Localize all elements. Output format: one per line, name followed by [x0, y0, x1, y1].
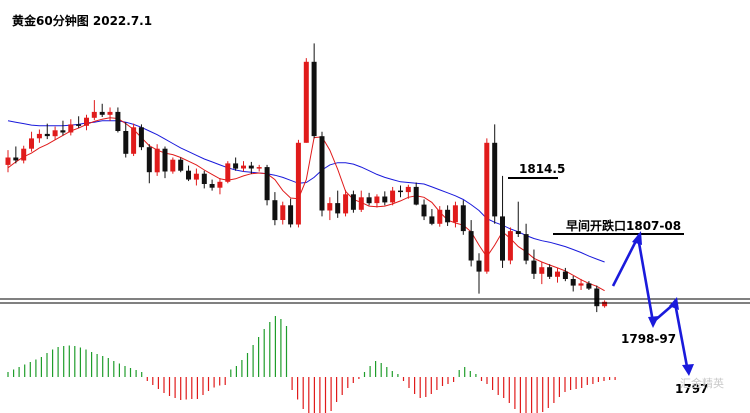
- candle-body: [358, 197, 364, 210]
- candle-body: [248, 165, 254, 169]
- candle-body: [366, 197, 372, 204]
- candle-body: [523, 234, 529, 261]
- candle-body: [586, 283, 592, 289]
- target1-label: 1798-97: [621, 332, 676, 346]
- projection-arrows: 1798-97 1797 汇金精英: [611, 231, 724, 396]
- candle-body: [562, 271, 568, 279]
- candle-body: [335, 203, 341, 214]
- candle-body: [303, 61, 309, 143]
- candle-body: [555, 271, 560, 277]
- watermark-text: 汇金精英: [680, 376, 724, 390]
- candle-body: [272, 200, 278, 221]
- candle-body: [131, 127, 137, 154]
- candle-body: [36, 133, 42, 139]
- candles-layer: [5, 43, 608, 313]
- candle-body: [288, 205, 294, 225]
- candle-body: [162, 148, 168, 172]
- candle-body: [468, 231, 474, 261]
- candle-body: [350, 194, 356, 210]
- candle-body: [154, 148, 160, 173]
- histogram-layer: [7, 316, 616, 413]
- candle-body: [319, 136, 325, 211]
- candle-body: [539, 267, 545, 274]
- candle-body: [382, 196, 388, 203]
- candle-body: [476, 260, 482, 272]
- candle-body: [193, 173, 199, 180]
- candle-body: [578, 283, 584, 286]
- ma-slow-line: [7, 120, 605, 263]
- candle-body: [421, 204, 427, 217]
- candle-body: [241, 165, 246, 169]
- candle-body: [233, 163, 239, 169]
- gap-label: 早间开跌口1807-08: [566, 218, 681, 233]
- candle-body: [123, 131, 129, 154]
- candle-body: [13, 157, 19, 161]
- candle-body: [413, 186, 419, 205]
- ma-fast-line: [7, 117, 605, 292]
- candle-body: [107, 111, 113, 115]
- candle-body: [201, 173, 207, 184]
- candle-body: [405, 186, 411, 193]
- candle-body: [445, 209, 451, 223]
- levels-layer: 1814.5 早间开跌口1807-08: [508, 162, 684, 235]
- candle-body: [5, 157, 11, 165]
- candle-body: [170, 159, 176, 172]
- candle-body: [84, 117, 89, 126]
- target2-label: 1797: [675, 382, 708, 396]
- candle-body: [452, 205, 458, 223]
- candle-body: [311, 61, 317, 137]
- candle-body: [280, 205, 286, 220]
- candle-body: [52, 130, 58, 137]
- candle-body: [146, 147, 152, 173]
- candle-body: [295, 142, 301, 225]
- candle-body: [186, 170, 191, 180]
- candle-body: [602, 301, 608, 307]
- arrowhead-up-1: [632, 231, 642, 245]
- candle-body: [484, 142, 490, 272]
- candle-body: [515, 231, 521, 234]
- candle-body: [76, 124, 82, 126]
- candle-body: [68, 124, 74, 133]
- chart-title: 黄金60分钟图 2022.7.1: [12, 14, 153, 28]
- candle-body: [99, 111, 105, 115]
- candle-body: [507, 231, 513, 261]
- arrowhead-up-2: [669, 297, 679, 310]
- candle-body: [115, 111, 121, 131]
- candle-body: [327, 203, 333, 211]
- candle-body: [343, 194, 349, 214]
- candle-body: [460, 205, 466, 232]
- candle-body: [209, 184, 215, 188]
- candle-body: [44, 133, 50, 137]
- candle-body: [217, 181, 223, 188]
- ma-fast-layer: [7, 117, 605, 292]
- ma-slow-layer: [7, 120, 605, 263]
- resistance-label: 1814.5: [519, 162, 565, 176]
- candle-body: [547, 267, 553, 277]
- candle-body: [492, 142, 498, 217]
- candle-body: [225, 163, 231, 182]
- candle-body: [594, 288, 600, 307]
- candle-body: [531, 260, 537, 274]
- candle-body: [29, 138, 34, 149]
- candle-body: [264, 167, 270, 201]
- candle-body: [256, 167, 262, 169]
- candle-body: [500, 216, 505, 261]
- candle-body: [429, 216, 435, 224]
- candle-body: [374, 196, 380, 204]
- candle-body: [437, 209, 443, 224]
- panel-separator: [0, 298, 750, 304]
- candle-body: [138, 127, 144, 148]
- candle-body: [60, 130, 66, 133]
- candle-body: [390, 190, 396, 203]
- arrowhead-down-2: [682, 364, 694, 376]
- candle-body: [178, 159, 184, 171]
- candle-body: [91, 111, 97, 118]
- candle-body: [21, 148, 27, 161]
- arrowhead-down-1: [648, 316, 659, 328]
- candle-body: [570, 279, 576, 286]
- candle-body: [398, 190, 403, 193]
